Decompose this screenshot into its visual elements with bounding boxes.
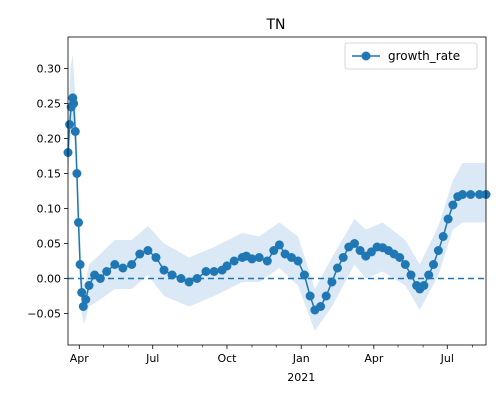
x-tick-label: Apr (70, 352, 90, 365)
y-tick-label: 0.15 (37, 168, 62, 181)
data-point (209, 267, 219, 276)
data-point (355, 246, 365, 255)
data-point (466, 190, 476, 199)
data-point (400, 260, 410, 269)
data-point (429, 260, 438, 269)
x-tick-label: Jul (145, 352, 159, 365)
data-point (406, 270, 416, 280)
data-point (338, 253, 348, 262)
data-point (65, 120, 75, 129)
legend-label: growth_rate (388, 49, 460, 63)
data-point (424, 270, 434, 280)
data-point (184, 277, 194, 287)
data-point (419, 281, 429, 290)
data-point (254, 253, 264, 262)
y-tick-label: 0.10 (37, 203, 62, 216)
data-point (274, 240, 284, 250)
data-point (293, 256, 303, 266)
data-point (262, 256, 272, 266)
data-point (222, 261, 232, 271)
data-point (269, 246, 279, 255)
legend-box (344, 42, 478, 70)
data-point (229, 256, 239, 266)
confidence-band (68, 54, 486, 331)
data-point (75, 260, 85, 269)
data-point (201, 267, 211, 276)
data-point (151, 253, 161, 262)
x-tick-label: Oct (217, 352, 237, 365)
data-point (69, 99, 79, 108)
chart-title: TN (265, 17, 285, 33)
y-tick-label: 0.00 (37, 273, 62, 286)
y-tick-label: 0.30 (37, 63, 62, 76)
data-point (327, 277, 337, 287)
data-point (95, 274, 105, 283)
data-point (458, 190, 468, 199)
data-point (333, 263, 342, 273)
legend-marker-icon (361, 51, 371, 61)
data-point (438, 232, 448, 241)
data-point (70, 127, 80, 136)
x-axis: Apr Jul Oct Jan Apr Jul (70, 345, 473, 365)
data-point (176, 274, 186, 283)
data-point (192, 274, 202, 283)
data-point (321, 291, 331, 301)
data-point (448, 200, 458, 210)
data-point (143, 246, 153, 255)
data-point (135, 249, 145, 259)
data-point (74, 218, 83, 227)
y-tick-label: 0.20 (37, 133, 62, 146)
y-axis: −0.05 0.00 0.05 0.10 0.15 0.20 0.25 0.30 (27, 63, 68, 321)
data-point (118, 263, 128, 273)
data-point (350, 239, 359, 248)
data-point (443, 214, 453, 224)
data-point (305, 291, 315, 301)
data-point (433, 246, 443, 255)
data-point (77, 288, 87, 297)
y-tick-label: −0.05 (27, 308, 61, 321)
legend[interactable]: growth_rate (344, 42, 478, 70)
series-layer (63, 93, 491, 315)
data-point (475, 190, 484, 199)
data-point (127, 260, 137, 269)
data-point (316, 302, 326, 311)
y-tick-label: 0.05 (37, 238, 62, 251)
data-point (159, 265, 169, 275)
x-axis-year-label: 2021 (287, 371, 315, 384)
x-tick-label: Apr (364, 352, 384, 365)
data-point (81, 295, 91, 304)
y-tick-label: 0.25 (37, 98, 62, 111)
x-tick-label: Jan (292, 352, 310, 365)
data-point (167, 270, 177, 280)
data-point (72, 169, 82, 178)
confidence-band-layer (68, 54, 486, 331)
data-point (299, 270, 309, 280)
data-point (102, 267, 112, 276)
plot-frame (67, 36, 487, 346)
data-point (110, 260, 120, 269)
x-tick-label: Jul (440, 352, 454, 365)
data-point (84, 281, 94, 290)
data-point (247, 254, 257, 264)
data-point (78, 302, 88, 311)
data-point (395, 253, 405, 262)
